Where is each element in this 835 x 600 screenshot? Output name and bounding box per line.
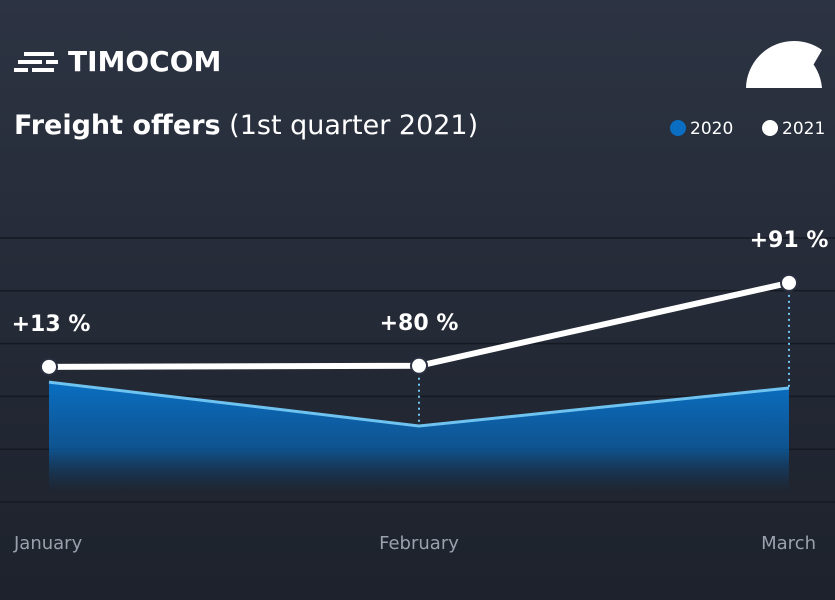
legend-swatch [670,120,686,136]
legend-label: 2020 [690,119,733,139]
legend-label: 2021 [782,119,825,139]
point-2021 [780,273,798,292]
annotation: +13 % [12,312,91,337]
legend-swatch [762,120,778,136]
brand: TIMOCOM [68,45,221,78]
x-tick-label: March [761,533,816,554]
point-2021 [410,356,428,375]
annotation: +91 % [750,228,829,253]
x-tick-label: January [13,533,83,554]
point-2021 [40,357,58,376]
chart-subtitle: (1st quarter 2021) [229,110,478,141]
title-line: Freight offers (1st quarter 2021) [14,110,478,141]
chart-title: Freight offers [14,110,221,141]
gauge-icon [746,40,822,88]
x-tick-label: February [379,533,459,554]
logo-icon [14,52,58,72]
annotation: +80 % [380,311,459,336]
area [49,382,789,492]
